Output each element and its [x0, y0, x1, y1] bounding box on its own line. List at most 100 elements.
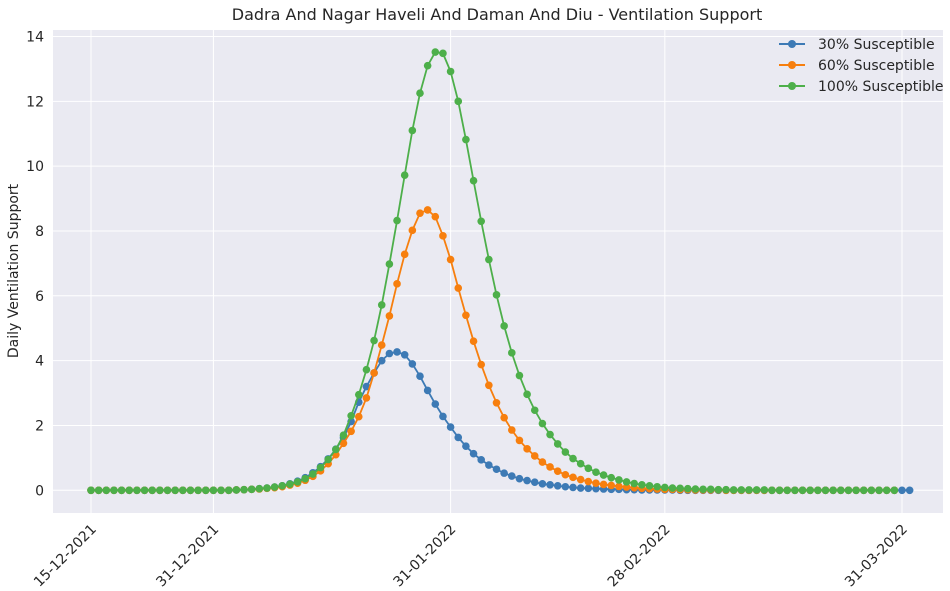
data-point	[431, 48, 440, 56]
data-point	[737, 486, 746, 494]
data-point	[469, 337, 478, 345]
data-point	[607, 473, 616, 482]
data-point	[209, 486, 218, 495]
data-point	[814, 486, 822, 495]
data-point	[270, 483, 279, 491]
legend-marker-30	[788, 40, 796, 48]
data-point	[783, 486, 792, 495]
data-point	[553, 467, 562, 475]
data-point	[186, 486, 195, 495]
data-point	[592, 484, 600, 493]
legend-label-60: 60% Susceptible	[818, 58, 935, 74]
data-point	[875, 486, 883, 495]
y-tick-label: 0	[35, 483, 44, 499]
data-point	[699, 485, 707, 494]
data-point	[416, 372, 424, 381]
data-point	[354, 412, 363, 421]
data-point	[377, 341, 386, 349]
data-point	[347, 411, 355, 420]
legend-label-30: 30% Susceptible	[818, 37, 935, 53]
data-point	[599, 480, 608, 489]
data-point	[569, 473, 577, 482]
data-point	[446, 255, 455, 264]
data-point	[156, 486, 164, 495]
data-point	[446, 423, 455, 431]
data-point	[500, 469, 508, 477]
data-point	[607, 481, 616, 490]
data-point	[599, 471, 608, 479]
data-point	[385, 312, 394, 320]
data-point	[431, 212, 440, 221]
data-point	[500, 413, 508, 422]
data-point	[393, 280, 401, 288]
data-point	[523, 476, 531, 485]
data-point	[477, 360, 486, 369]
data-point	[867, 486, 876, 495]
legend-entry-30: 30% Susceptible	[779, 37, 935, 53]
data-point	[676, 484, 684, 493]
series-line	[91, 51, 895, 492]
data-point	[362, 382, 371, 391]
x-tick-label: 28-02-2022	[605, 522, 674, 591]
data-point	[324, 455, 332, 464]
data-point	[454, 433, 463, 442]
data-point	[615, 482, 623, 491]
data-point	[263, 484, 271, 492]
y-tick-label: 6	[35, 289, 44, 305]
data-point	[538, 480, 547, 488]
data-point	[477, 456, 486, 464]
data-point	[462, 135, 470, 144]
legend-entry-60: 60% Susceptible	[779, 58, 935, 74]
data-point	[882, 486, 891, 495]
data-point	[752, 486, 761, 494]
data-point	[485, 461, 493, 469]
data-point	[454, 97, 463, 106]
data-point	[293, 478, 302, 486]
data-point	[515, 474, 524, 483]
data-point	[768, 486, 776, 495]
data-point	[561, 470, 570, 479]
data-point	[538, 458, 547, 466]
data-point	[125, 486, 134, 495]
y-tick-label: 14	[26, 29, 44, 45]
data-point	[102, 486, 111, 495]
data-point	[523, 390, 531, 399]
data-point	[553, 440, 562, 448]
x-tick-label: 31-12-2021	[153, 522, 222, 591]
data-point	[584, 477, 593, 486]
data-point	[347, 427, 355, 436]
data-point	[247, 485, 256, 494]
data-point	[538, 419, 547, 428]
data-point	[592, 468, 600, 476]
data-point	[400, 250, 409, 259]
y-tick-label: 8	[35, 224, 44, 240]
data-point	[439, 412, 447, 421]
legend-marker-60	[788, 61, 796, 69]
data-point	[309, 470, 317, 478]
data-point	[530, 406, 539, 415]
data-point	[791, 486, 799, 495]
data-point	[477, 217, 486, 226]
data-point	[691, 485, 700, 493]
data-point	[821, 486, 830, 495]
data-point	[584, 484, 593, 493]
data-point	[439, 49, 447, 58]
data-point	[638, 481, 646, 489]
y-tick-label: 4	[35, 354, 44, 370]
data-point	[836, 486, 845, 495]
data-point	[576, 484, 585, 492]
data-point	[561, 482, 570, 491]
data-point	[469, 449, 478, 458]
data-point	[194, 486, 202, 495]
data-point	[798, 486, 807, 495]
data-point	[232, 486, 241, 494]
data-point	[423, 61, 432, 70]
data-point	[446, 67, 455, 76]
data-point	[546, 430, 554, 439]
data-point	[569, 454, 577, 463]
data-point	[94, 486, 103, 495]
data-point	[683, 484, 692, 493]
data-point	[576, 459, 585, 468]
